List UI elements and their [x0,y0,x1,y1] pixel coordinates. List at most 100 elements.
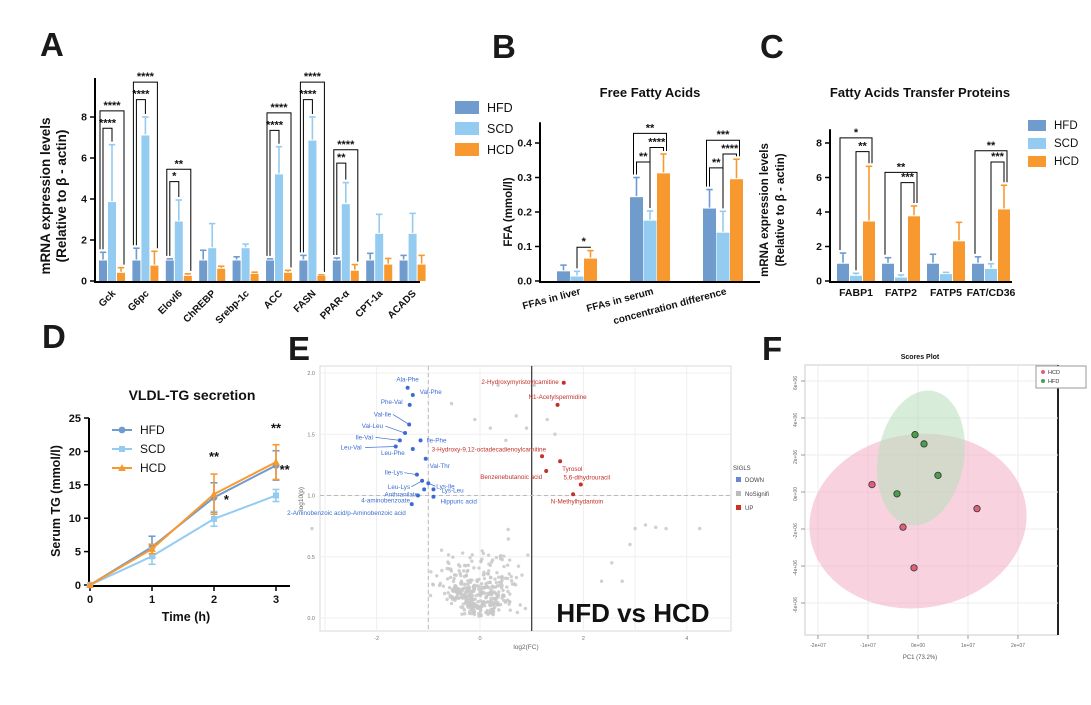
bar-HFD [266,260,274,281]
ns-point [494,580,499,585]
sig-stars: **** [99,117,117,129]
y-tick-label: 0 [81,276,87,288]
marker [211,515,217,522]
x-tick-label: 2 [211,594,217,606]
up-point [561,380,566,385]
series-line-HCD [89,461,277,586]
bar-HCD [150,265,159,281]
score-point-HCD [910,564,918,572]
down-point [410,446,415,451]
comparison-label: HFD vs HCD [556,598,709,628]
ns-point [460,551,465,555]
legend-label: HCD [140,461,166,475]
ns-point [466,563,471,567]
ns-point [435,574,439,578]
legend-swatch [1041,379,1045,383]
score-point-HFD [920,440,928,448]
ns-point [469,596,474,601]
ns-point [553,432,557,436]
bar-SCD [208,248,217,281]
ns-point [479,559,483,564]
category-label: Elovl6 [156,288,185,317]
score-point-HFD [934,471,942,479]
ns-point [460,587,465,591]
ns-point [483,604,487,608]
ns-point [500,593,505,598]
sig-stars: * [582,236,587,248]
legend-label: HFD [1048,379,1059,385]
ns-point [503,600,508,605]
bar-SCD [141,135,150,281]
ns-point [628,542,632,547]
bar-SCD [174,221,183,281]
legend-swatch [736,477,741,482]
ns-point [440,568,444,573]
down-label: Hippuric acid [440,499,477,506]
ns-point [514,414,518,418]
ns-point [462,592,466,597]
bar-SCD [850,275,862,281]
y-tick-label: 0.3 [517,172,532,184]
legend-label: SCD [487,122,513,136]
ns-point [633,526,637,531]
ns-point [500,596,504,600]
y-tick-label: 0.1 [517,241,532,253]
legend-label: NoSignifi [745,492,769,498]
y-tick-label: 2 [816,241,822,253]
ns-point [463,612,467,616]
up-label: Tyrosol [562,466,582,473]
ns-point [507,572,511,576]
sig-stars: ** [639,151,648,163]
bar-HFD [927,263,939,281]
ns-point [474,593,479,598]
sig-bracket [633,132,667,175]
sig-stars: ** [897,161,906,173]
x-axis-title: Time (h) [162,610,210,624]
ns-point [489,593,494,597]
down-point [410,393,415,398]
y-tick-label: -2e+06 [793,523,799,539]
ns-point [477,577,481,582]
y-tick-label: -4e+06 [793,560,799,576]
bar-HCD [284,272,292,281]
bar-HFD [165,260,174,281]
ns-point [484,596,488,600]
sig-bracket [336,162,347,256]
y-tick-label: 4 [816,207,822,219]
ns-point [524,426,529,430]
down-label: Lys-Ile [436,483,455,490]
ns-point [495,570,499,575]
sig-bracket [132,81,158,249]
sig-bracket [709,167,724,209]
ns-point [620,579,624,583]
y-tick-label: 0.5 [307,555,315,561]
marker [119,446,125,452]
x-tick-label: -2 [374,636,379,642]
bar-SCD [275,174,283,281]
marker [118,426,126,434]
ns-point [458,571,462,576]
sig-bracket [649,146,664,208]
up-point [571,492,576,497]
ns-point [488,610,492,615]
ns-point [480,549,484,553]
score-point-HFD [911,431,919,439]
sig-bracket [333,149,359,262]
ns-point [491,612,495,617]
ns-point [474,604,478,608]
bar-HCD [217,268,226,281]
ns-point [473,597,477,601]
y-tick-label: 2.0 [307,371,315,377]
chart-title: Free Fatty Acids [600,85,701,100]
category-label: ACC [262,288,285,311]
ns-point [664,526,668,531]
ns-point [506,563,510,567]
down-label: Ile-Phe [427,437,447,444]
down-point [418,438,423,443]
down-point [414,472,419,477]
ns-point [465,586,469,590]
ns-point [472,566,476,570]
marker [273,492,279,499]
legend-swatch [455,122,479,135]
